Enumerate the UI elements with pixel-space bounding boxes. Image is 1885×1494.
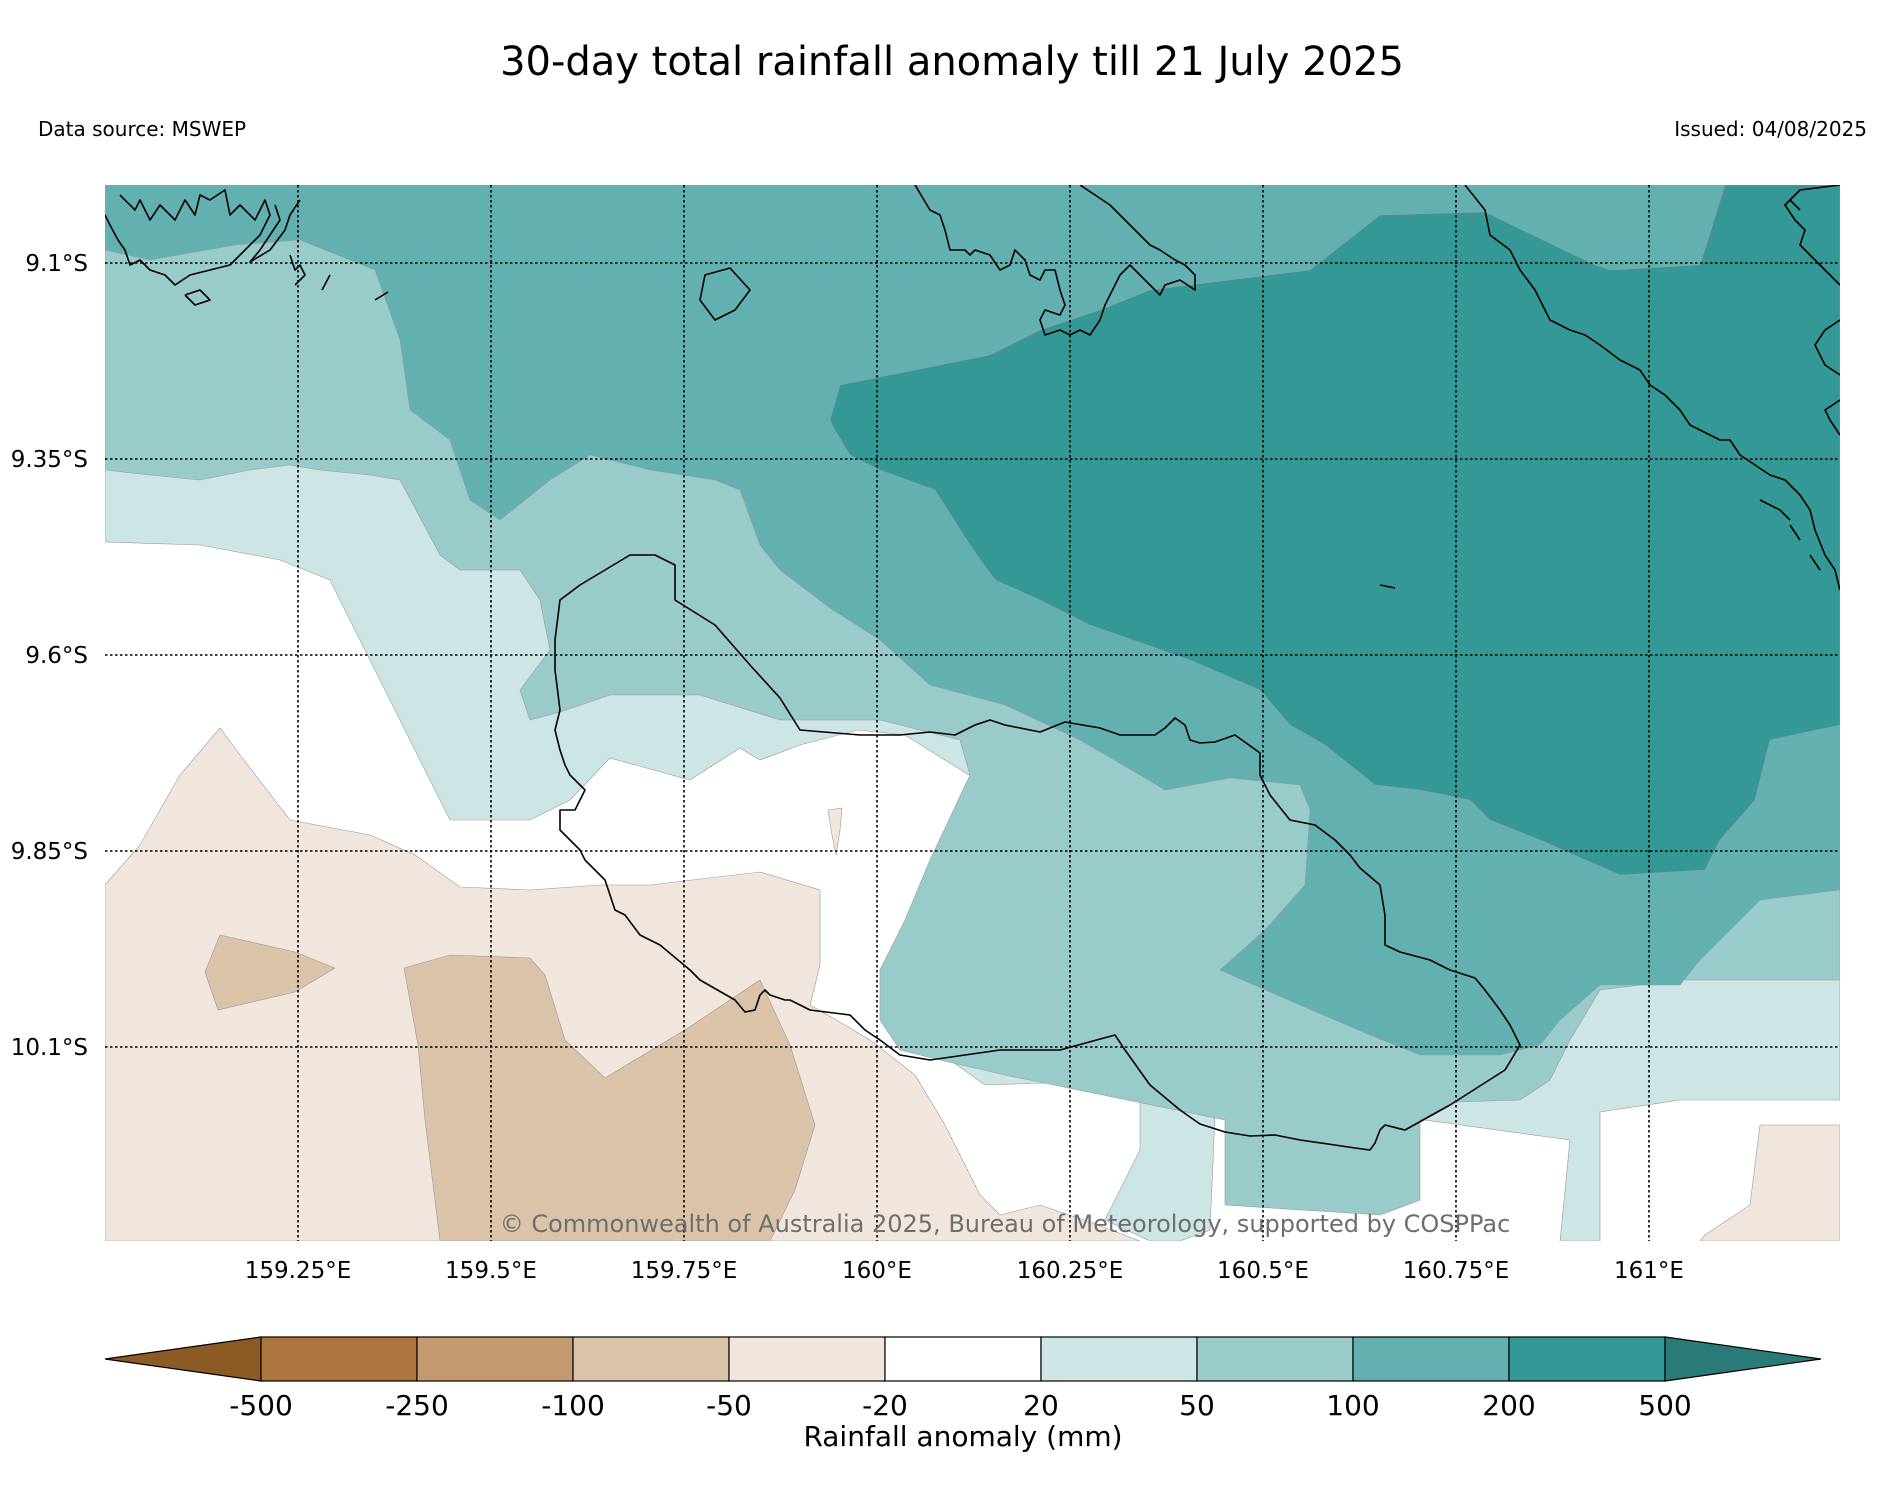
colorbar-tick: -500 (229, 1389, 293, 1422)
colorbar-segment (1352, 1336, 1510, 1382)
colorbar-tick: -250 (385, 1389, 449, 1422)
lon-label: 160.5°E (1217, 1258, 1309, 1284)
lon-label: 160.25°E (1017, 1258, 1124, 1284)
lon-label: 159.75°E (631, 1258, 738, 1284)
latitude-labels: 9.1°S 9.35°S 9.6°S 9.85°S 10.1°S (11, 251, 88, 1061)
colorbar-tick: 50 (1179, 1389, 1215, 1422)
lon-label: 159.5°E (445, 1258, 537, 1284)
data-source: Data source: MSWEP (38, 117, 246, 141)
nggela-coast-4 (184, 289, 211, 306)
colorbar-tick: 200 (1482, 1389, 1535, 1422)
colorbar-extend-low (104, 1336, 262, 1382)
colorbar-segment (260, 1336, 418, 1382)
colorbar-segment (416, 1336, 574, 1382)
lat-label: 9.35°S (11, 447, 88, 473)
nggela-coast (105, 189, 271, 286)
small-island-3 (374, 291, 389, 301)
malaita-small-3 (1789, 524, 1801, 541)
florida-islands-coast (914, 185, 1196, 336)
colorbar-segment (1196, 1336, 1354, 1382)
small-island-4 (321, 274, 331, 291)
lat-label: 9.1°S (25, 251, 88, 277)
lat-label: 9.85°S (11, 839, 88, 865)
malaita-small (1789, 199, 1801, 211)
colorbar-tick: -20 (862, 1389, 908, 1422)
colorbar-tick: -100 (541, 1389, 605, 1422)
malaita-small-2 (1759, 499, 1791, 521)
nggela-coast-3 (289, 254, 306, 286)
zone-neg50-neg100-b (403, 954, 816, 1241)
malaita-east-2 (1814, 319, 1840, 376)
small-island-1 (699, 267, 751, 321)
colorbar-tick: 20 (1023, 1389, 1059, 1422)
zone-neg50-neg100-a (204, 934, 336, 1011)
colorbar-segment (1508, 1336, 1666, 1382)
malaita-small-4 (1809, 554, 1821, 571)
lon-label: 160°E (842, 1258, 912, 1284)
colorbar-segment (1040, 1336, 1198, 1382)
colorbar-segment (884, 1336, 1042, 1382)
colorbar-tick: 500 (1638, 1389, 1691, 1422)
lon-label: 159.25°E (245, 1258, 352, 1284)
zone-neg20-neg50-east (1699, 1124, 1840, 1241)
zone-200-500 (829, 185, 1840, 876)
longitude-labels: 159.25°E 159.5°E 159.75°E 160°E 160.25°E… (245, 1258, 1684, 1284)
colorbar: -500 -250 -100 -50 -20 20 50 100 200 500… (104, 1336, 1822, 1453)
malaita-east (1784, 185, 1840, 286)
lat-label: 9.6°S (25, 643, 88, 669)
small-island-2 (1379, 584, 1396, 589)
malaita-coast (1464, 185, 1840, 591)
map-area: © Commonwealth of Australia 2025, Bureau… (105, 185, 1840, 1241)
copyright-notice: © Commonwealth of Australia 2025, Bureau… (500, 1210, 1511, 1238)
colorbar-label: Rainfall anomaly (mm) (803, 1420, 1122, 1453)
nggela-coast-2 (249, 199, 301, 263)
colorbar-tick: -50 (706, 1389, 752, 1422)
colorbar-segment (728, 1336, 886, 1382)
issued-date: Issued: 04/08/2025 (1674, 117, 1867, 141)
colorbar-extend-high (1664, 1336, 1822, 1382)
colorbar-segment (572, 1336, 730, 1382)
guadalcanal-coast (554, 554, 1521, 1151)
malaita-east-3 (1824, 399, 1840, 436)
map-title: 30-day total rainfall anomaly till 21 Ju… (500, 39, 1404, 85)
lat-label: 10.1°S (11, 1035, 88, 1061)
colorbar-tick: 100 (1326, 1389, 1379, 1422)
coastlines (105, 185, 1840, 1151)
zone-neg20-neg50-small (827, 807, 843, 856)
lon-label: 161°E (1614, 1258, 1684, 1284)
zone-neg20-neg50-west (105, 727, 1141, 1241)
lon-label: 160.75°E (1403, 1258, 1510, 1284)
gridlines (105, 185, 1840, 1241)
